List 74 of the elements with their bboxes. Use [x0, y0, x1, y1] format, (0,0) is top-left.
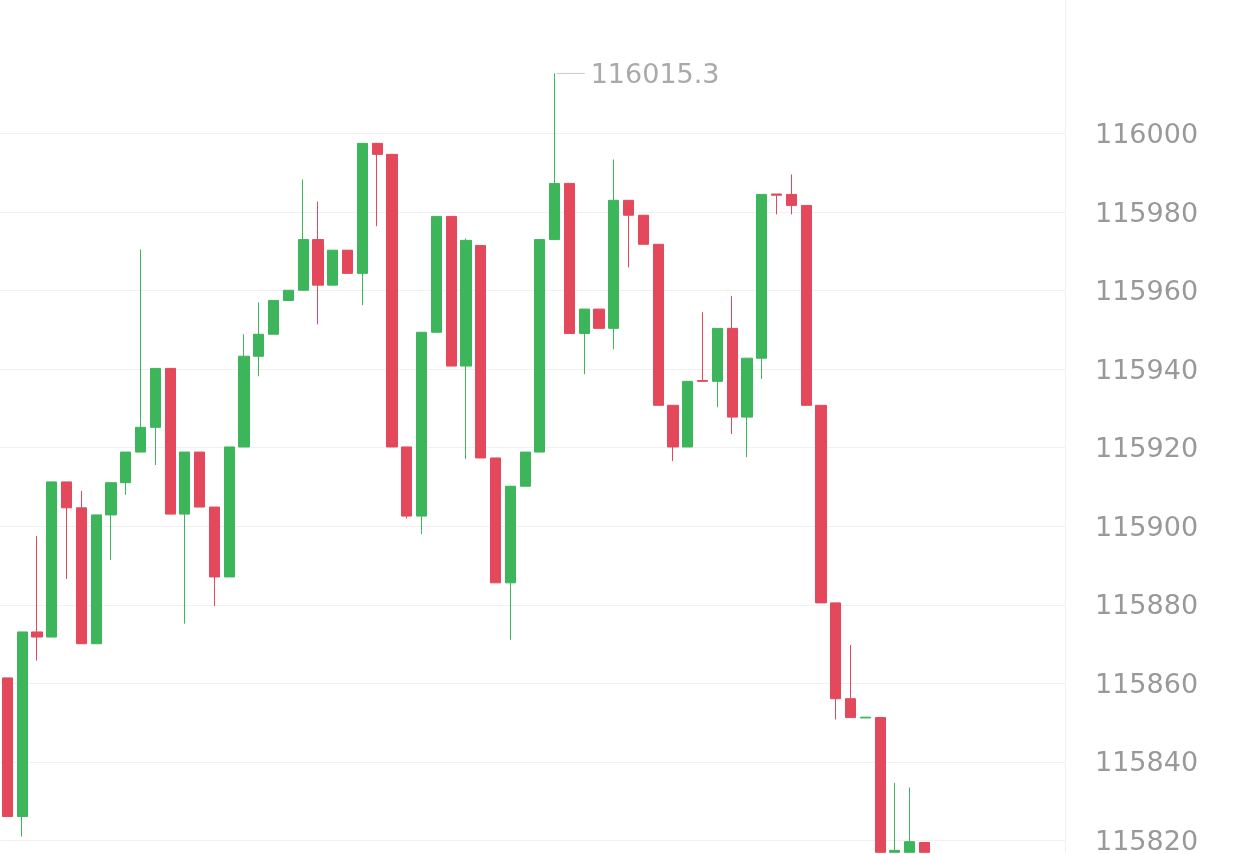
candlestick — [446, 215, 457, 367]
candlestick — [135, 248, 146, 453]
candlestick — [830, 602, 841, 721]
candlestick — [224, 446, 235, 578]
candlestick — [401, 446, 412, 519]
annotation: 116015.3 — [590, 57, 720, 89]
candlestick — [91, 514, 102, 645]
candlestick — [283, 289, 294, 301]
y-tick-label: 115900 — [1095, 510, 1199, 542]
candlestick — [638, 214, 649, 245]
candlestick — [327, 249, 338, 286]
candlestick — [845, 644, 856, 719]
candlestick — [505, 485, 516, 641]
candlestick — [815, 404, 827, 604]
candlestick — [179, 451, 190, 625]
candlestick — [727, 295, 738, 435]
candlestick — [386, 153, 398, 448]
candlestick — [712, 327, 723, 408]
candlestick — [667, 404, 679, 462]
candlestick — [357, 142, 368, 306]
candlestick — [268, 299, 279, 335]
y-tick-label: 115920 — [1095, 432, 1199, 464]
y-tick-label: 115840 — [1095, 746, 1199, 778]
candlestick — [889, 782, 900, 853]
candlestick — [593, 308, 605, 329]
candlestick — [904, 786, 915, 853]
candlestick — [623, 199, 634, 268]
candlestick — [253, 301, 264, 377]
candlestick — [209, 506, 220, 607]
candlestick — [2, 677, 13, 818]
y-tick-label: 115820 — [1095, 825, 1199, 854]
candlestick — [165, 367, 176, 515]
candlestick — [682, 380, 693, 448]
candlestick — [579, 308, 590, 375]
candlestick — [238, 333, 250, 448]
candlestick — [653, 243, 664, 406]
candlestick — [549, 72, 560, 241]
candlestick — [490, 457, 501, 584]
candlestick — [756, 193, 767, 380]
candlestick — [875, 717, 886, 853]
candlestick — [564, 182, 575, 334]
candlestick — [298, 178, 309, 291]
candlestick — [860, 716, 871, 719]
y-tick-label: 115860 — [1095, 667, 1199, 699]
candlestick — [31, 535, 43, 662]
candlestick — [416, 331, 427, 535]
y-tick-label: 116000 — [1095, 118, 1199, 150]
candlestick — [150, 367, 161, 466]
y-tick-label: 115980 — [1095, 196, 1199, 228]
candlestick — [17, 631, 28, 838]
candlestick — [312, 200, 324, 325]
candlestick — [46, 481, 57, 638]
candlestick — [431, 215, 442, 333]
candlestick — [194, 451, 205, 508]
candlestick — [372, 142, 383, 227]
candlestick — [534, 239, 545, 453]
candlestick — [786, 173, 797, 215]
y-tick-label: 115960 — [1095, 275, 1199, 307]
candlestick — [520, 451, 531, 487]
candlestick — [61, 481, 72, 580]
candlestick — [475, 244, 486, 459]
candlestick — [771, 193, 782, 215]
candlestick — [741, 357, 753, 458]
candlestick — [105, 482, 117, 561]
candlestick — [919, 841, 930, 853]
y-tick-label: 115940 — [1095, 353, 1199, 385]
candlestick — [801, 204, 812, 406]
candlestick — [697, 311, 708, 382]
candlestick — [608, 158, 619, 350]
candlestick — [342, 249, 353, 274]
candlestick — [120, 451, 131, 496]
y-tick-label: 115880 — [1095, 589, 1199, 621]
candlestick — [460, 237, 472, 460]
candlestick — [76, 490, 87, 645]
